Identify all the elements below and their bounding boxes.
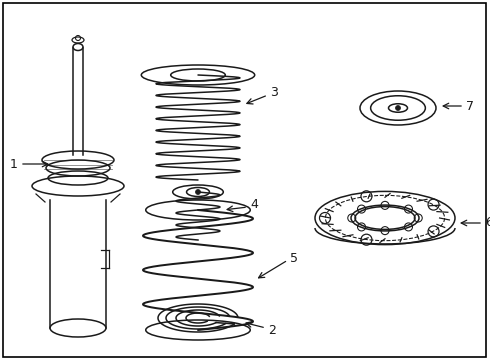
Text: 5: 5 bbox=[290, 252, 298, 265]
Text: 4: 4 bbox=[250, 198, 258, 211]
Text: 1: 1 bbox=[10, 158, 18, 171]
Circle shape bbox=[395, 105, 400, 111]
Text: 6: 6 bbox=[485, 216, 490, 230]
Text: 7: 7 bbox=[466, 99, 474, 112]
Text: 3: 3 bbox=[270, 86, 278, 99]
Circle shape bbox=[196, 189, 200, 194]
Text: 2: 2 bbox=[268, 324, 276, 337]
